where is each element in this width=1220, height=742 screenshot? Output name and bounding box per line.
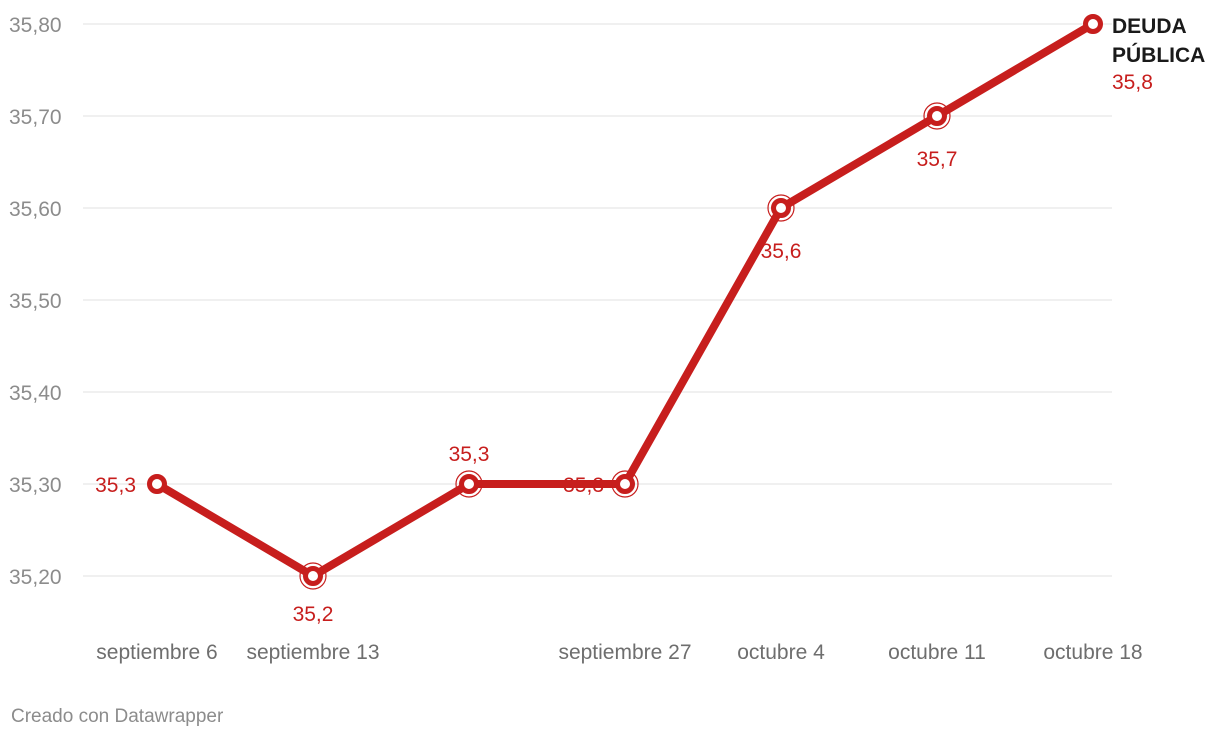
data-point-halo bbox=[455, 470, 483, 498]
series-name-line: DEUDA bbox=[1112, 15, 1187, 38]
data-point bbox=[615, 474, 635, 494]
data-point-halo bbox=[299, 562, 327, 590]
series-points bbox=[147, 14, 1103, 590]
series-name-line: PÚBLICA bbox=[1112, 43, 1205, 67]
series-name-label: DEUDA PÚBLICA bbox=[1112, 15, 1205, 67]
y-tick-label: 35,20 bbox=[9, 566, 62, 589]
data-point bbox=[927, 106, 947, 126]
data-label: 35,8 bbox=[1112, 71, 1153, 94]
data-point bbox=[1083, 14, 1103, 34]
data-label: 35,7 bbox=[917, 148, 958, 171]
y-axis-tick-labels: 35,20 35,30 35,40 35,50 35,60 35,70 35,80 bbox=[9, 14, 62, 589]
line-chart: 35,20 35,30 35,40 35,50 35,60 35,70 35,80 sept… bbox=[9, 14, 1205, 664]
y-tick-label: 35,30 bbox=[9, 474, 62, 497]
data-point bbox=[147, 474, 167, 494]
x-tick-label: octubre 11 bbox=[888, 641, 986, 664]
x-tick-label: octubre 4 bbox=[737, 641, 825, 664]
y-tick-label: 35,50 bbox=[9, 290, 62, 313]
data-point bbox=[303, 566, 323, 586]
x-tick-label: septiembre 13 bbox=[246, 641, 379, 664]
data-labels: 35,3 35,2 35,3 35,3 35,6 35,7 35,8 bbox=[95, 71, 1153, 626]
gridlines bbox=[83, 23, 1112, 577]
data-label: 35,3 bbox=[95, 474, 136, 497]
data-label: 35,3 bbox=[449, 443, 490, 466]
y-tick-label: 35,70 bbox=[9, 106, 62, 129]
data-point-halo bbox=[611, 470, 639, 498]
y-tick-label: 35,80 bbox=[9, 14, 62, 37]
x-tick-label: septiembre 27 bbox=[558, 641, 691, 664]
credit-text: Creado con Datawrapper bbox=[11, 706, 224, 727]
data-point-halo bbox=[923, 102, 951, 130]
data-label: 35,2 bbox=[293, 603, 334, 626]
y-tick-label: 35,60 bbox=[9, 198, 62, 221]
data-label: 35,3 bbox=[563, 474, 604, 497]
x-tick-label: septiembre 6 bbox=[96, 641, 217, 664]
data-label: 35,6 bbox=[761, 240, 802, 263]
data-point bbox=[459, 474, 479, 494]
x-tick-label: octubre 18 bbox=[1043, 641, 1142, 664]
y-tick-label: 35,40 bbox=[9, 382, 62, 405]
x-axis-tick-labels: septiembre 6 septiembre 13 septiembre 27 oc… bbox=[96, 641, 1142, 664]
data-point-halo bbox=[767, 194, 795, 222]
data-point bbox=[771, 198, 791, 218]
